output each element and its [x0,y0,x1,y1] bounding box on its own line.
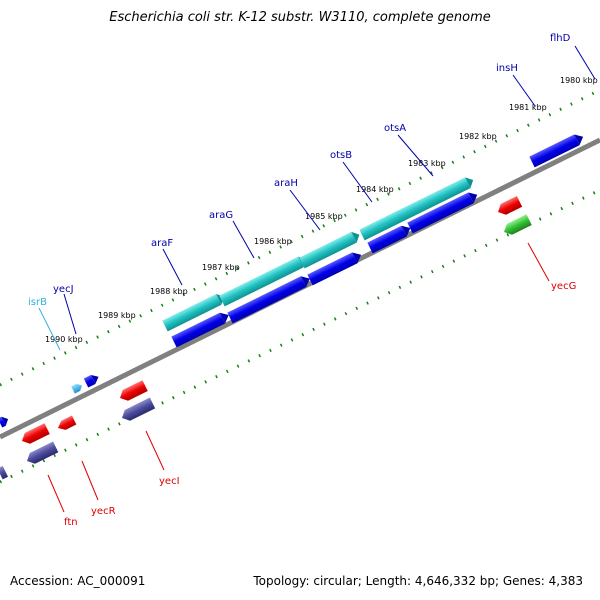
kbp-label: 1986 kbp [254,237,292,246]
reverse-gene-labels: yecG yecI yecR ftn [64,281,576,528]
forward-gene-track [0,131,585,428]
gene-label[interactable]: isrB [28,297,47,308]
gene-arrow[interactable] [359,175,475,241]
leader-line [397,134,434,177]
gene-label[interactable]: ftn [64,517,78,528]
gene-label[interactable]: araH [274,178,298,189]
gene-arrow[interactable] [407,189,480,234]
gene-arrow[interactable] [0,465,9,480]
leader-line [38,307,61,351]
topology-text: Topology: circular; Length: 4,646,332 bp… [253,574,583,588]
kbp-label: 1981 kbp [509,103,547,112]
leader-line [47,474,65,513]
kbp-label: 1982 kbp [459,132,497,141]
accession-text: Accession: AC_000091 [10,574,146,588]
leader-line [527,242,550,282]
leader-line [289,189,321,231]
leader-line [162,248,183,286]
gene-label[interactable]: flhD [550,33,571,44]
gene-label[interactable]: insH [496,63,518,74]
forward-label-leaders [38,45,596,351]
gene-label[interactable]: yecJ [53,284,74,295]
kbp-label: 1990 kbp [45,335,83,344]
gene-arrow[interactable] [24,441,59,466]
gene-label[interactable]: araG [209,210,233,221]
gene-arrow[interactable] [0,415,10,428]
leader-line [574,45,596,80]
leader-line [512,74,536,107]
gene-arrow[interactable] [119,397,156,424]
kbp-label: 1987 kbp [202,263,240,272]
kbp-label: 1980 kbp [560,76,598,85]
gene-arrow[interactable] [83,372,101,388]
kbp-scale: 1980 kbp 1981 kbp 1982 kbp 1983 kbp 1984… [45,76,598,344]
gene-arrow[interactable] [299,229,362,269]
reverse-label-leaders [47,242,550,513]
leader-line [232,220,255,259]
operon-track [162,175,475,332]
gene-arrow[interactable] [501,214,532,237]
kbp-label: 1988 kbp [150,287,188,296]
kbp-label: 1984 kbp [356,185,394,194]
gene-arrow[interactable] [529,131,585,168]
leader-line [63,293,77,335]
gene-arrow[interactable] [307,249,363,286]
gene-arrow[interactable] [117,380,148,403]
kbp-label: 1983 kbp [408,159,446,168]
gene-label[interactable]: otsA [384,123,406,134]
gene-label[interactable]: yecG [551,281,576,292]
reverse-gene-track [0,195,532,480]
gene-arrow[interactable] [56,415,77,433]
gene-arrow[interactable] [227,273,312,324]
forward-gene-labels: flhD insH otsA otsB araH araG araF yecJ … [28,33,571,308]
gene-arrow[interactable] [495,195,523,217]
leader-line [81,460,99,501]
gene-label[interactable]: otsB [330,150,352,161]
gene-arrow[interactable] [367,223,413,254]
kbp-label: 1985 kbp [305,212,343,221]
gene-arrow[interactable] [171,310,231,348]
gene-label[interactable]: yecI [159,476,180,487]
gene-arrow[interactable] [19,423,50,446]
leader-line [342,161,373,203]
leader-line [145,430,165,471]
kbp-label: 1989 kbp [98,311,136,320]
outer-tick-track [0,88,600,387]
rna-gene-arrow[interactable] [71,382,84,394]
map-title: Escherichia coli str. K-12 substr. W3110… [109,10,491,25]
gene-label[interactable]: yecR [91,506,116,517]
gene-label[interactable]: araF [151,238,173,249]
